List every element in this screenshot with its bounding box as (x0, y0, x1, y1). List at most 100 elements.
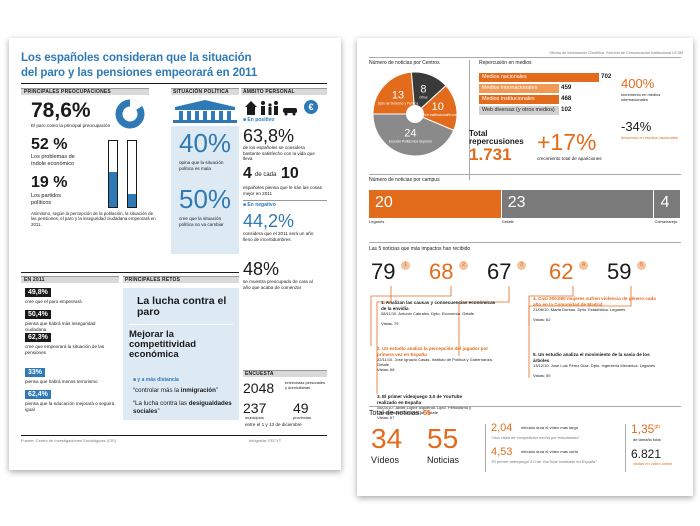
encuesta-header (243, 370, 327, 377)
en2011-value: 49,8% (25, 288, 51, 298)
top5-rule (369, 242, 681, 243)
enc-dates: entre el 1 y 13 de diciembre (245, 422, 302, 427)
politica-label: SITUACIÓN POLÍTICA (173, 89, 229, 95)
reto-quote1-c: ” (215, 387, 218, 394)
neg-value: -34% (621, 119, 652, 134)
pie-value: 13 (392, 89, 404, 101)
total-news-value: 55 (423, 410, 431, 417)
top5-value: 68 (429, 259, 454, 284)
paro-label: El paro como la principal preocupación (31, 123, 111, 128)
total-news-label: Total de noticias: (369, 410, 424, 417)
news-views: Vistas: 59 (533, 373, 551, 378)
total-rep-value: 1.731 (469, 145, 512, 164)
politica-panel (171, 126, 239, 254)
pct-400-label: incremento en medios internacionales (621, 92, 661, 102)
visits-label: visitas en vídeo online (633, 461, 673, 466)
paro-value: 78,6% (31, 99, 91, 122)
top5-value: 59 (607, 259, 632, 284)
politicos-bar-outline (127, 140, 137, 208)
news-views: Vistas: 62 (533, 317, 551, 322)
noticias-value: 55 (427, 423, 459, 454)
preocupado-value: 48% (243, 259, 280, 279)
reto-quote2-b: desigualdades sociales (133, 400, 232, 415)
econ-label: Los problemas de índole económico (31, 154, 75, 167)
donut-icon (115, 99, 145, 129)
en2011-value: 33% (25, 368, 46, 378)
negativo-head-text: En negativo (247, 202, 276, 208)
total-news: Total de noticias: 55 (369, 410, 431, 417)
top5-rank: 4 (579, 261, 588, 270)
cada-4: 4 (243, 165, 252, 182)
news-meta: 13/12/10. José Luis Pérez Díaz. Dpto. In… (533, 363, 656, 368)
cada-de: de cada (255, 172, 277, 178)
politica-header (171, 88, 239, 95)
pol-igual-value: 50% (179, 184, 232, 214)
politicos-value: 19 % (31, 174, 68, 191)
preocupado-label: se muestra preocupado de cara al año que… (243, 279, 313, 290)
pie-label: Dpto de Derecho y Política (378, 101, 418, 105)
en2011-value: 50,4% (25, 310, 51, 320)
campus-name: Colmenarejo (654, 219, 678, 224)
politicos-label: Los partidos políticos (31, 193, 61, 206)
news-views: Vistas: 67 (377, 415, 395, 420)
medios-bar-label: Web diversas (y otros medios) (482, 107, 555, 113)
reto-quote1: “controlar más la inmigración” (133, 387, 218, 395)
campus-rule (369, 174, 681, 175)
enc-a: 237 (243, 400, 267, 416)
preocupaciones-label: PRINCIPALES PREOCUPACIONES (24, 89, 111, 95)
cada-label: españoles piensa que le irán las cosas m… (243, 185, 322, 196)
noticias-label: Noticias (427, 455, 460, 465)
pie-value: 24 (404, 128, 416, 140)
campus-name: Leganés (369, 219, 385, 224)
title-rule (21, 83, 327, 84)
medios-bar-label: Medios institucionales (482, 96, 535, 102)
pie-value: 8 (420, 83, 426, 95)
news-views: Vistas: 79 (381, 321, 399, 326)
pct-400: 400% (621, 76, 655, 91)
medios-bar: Medios nacionales (479, 73, 599, 82)
pol-mala-label: opina que la situación política es mala (179, 160, 224, 171)
right-top-rule (369, 57, 681, 58)
pie-value: 10 (432, 101, 444, 113)
size-unit: gb (654, 424, 660, 430)
left-infographic-page: Los españoles consideran que la situació… (9, 38, 341, 470)
reto-distance-text: y a más distancia (137, 377, 179, 383)
enc-a-label: municipios (245, 415, 264, 420)
negativo-label: considera que el 2011 será un año lleno … (243, 231, 314, 242)
en2011-item-label: cree que empeorará la situación de las p… (25, 344, 105, 355)
medios-bar: Medios internacionales (479, 84, 559, 93)
retos-label: PRINCIPALES RETOS (125, 277, 181, 283)
positivo-head: ■ En positivo (243, 117, 275, 123)
v2-value: 4,53 (491, 446, 513, 458)
top5-value: 79 (371, 259, 396, 284)
en2011-header (21, 276, 119, 283)
campus-head: Número de noticias por campus (369, 177, 440, 183)
news-meta: 08/11/10. Antonio Cabrales. Dpto. Econom… (381, 311, 475, 316)
right-header: Oficina de Información Científica. Servi… (549, 51, 683, 55)
econ-bar-fill (109, 172, 117, 207)
campus-bar: 23 (501, 190, 654, 218)
pol-mala-value: 40% (179, 128, 232, 158)
retos-header (123, 276, 239, 283)
reto-quote2: “La lucha contra las desigualdades socia… (133, 400, 233, 416)
news-title: 5. Un estudio analiza el movimiento de l… (533, 352, 650, 363)
en2011-item-label: cree que el paro empeorará (25, 299, 82, 304)
reto-distance: ■ y a más distancia (133, 377, 179, 383)
reto-divider (129, 324, 233, 325)
top5-value: 67 (487, 259, 512, 284)
centros-head: Número de noticias por Centros (369, 60, 440, 66)
mid-rule (21, 272, 239, 273)
personal-value: 63,8% (243, 126, 295, 146)
top5-connectors (370, 286, 632, 394)
pie-slice (372, 71, 416, 115)
videos-label: Vídeos (371, 455, 400, 465)
enc-b: 49 (293, 400, 309, 416)
en2011-label: EN 2011 (24, 277, 45, 283)
top5-rank: 1 (401, 261, 410, 270)
left-title-line1: Los españoles consideran que la situació… (21, 52, 252, 64)
v2-quote: “El primer videojuego 3.0 de YouTube rea… (491, 459, 597, 464)
pie-slice (414, 84, 458, 132)
reto2: Mejorar la competitividad económica (129, 329, 197, 360)
v1-label: minutos dura el vídeo más largo (521, 425, 578, 430)
